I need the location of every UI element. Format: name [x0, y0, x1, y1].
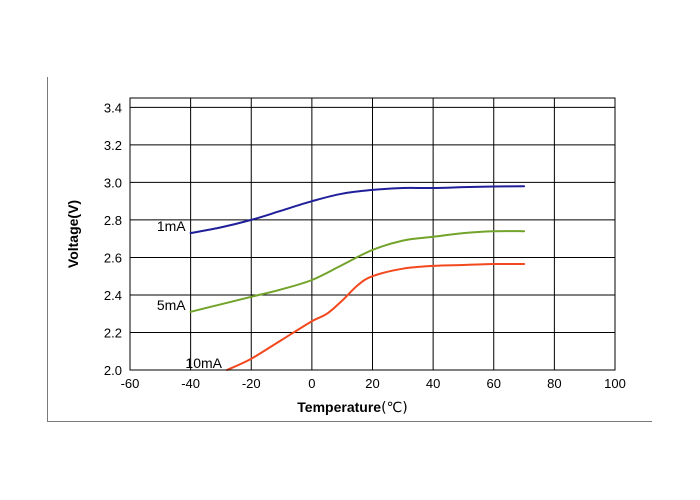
y-tick-label: 2.2	[104, 325, 122, 340]
x-tick-label: -60	[121, 376, 140, 391]
x-tick-label: 80	[547, 376, 561, 391]
series-label-5ma: 5mA	[157, 297, 186, 313]
x-tick-label: 40	[426, 376, 440, 391]
y-tick-label: 2.6	[104, 250, 122, 265]
y-tick-label: 2.8	[104, 213, 122, 228]
x-tick-label: -20	[242, 376, 261, 391]
y-tick-label: 2.0	[104, 363, 122, 378]
y-tick-label: 3.0	[104, 175, 122, 190]
series-label-1ma: 1mA	[157, 218, 186, 234]
plot-area-border	[129, 97, 616, 371]
series-line-5ma	[189, 230, 526, 313]
voltage-temperature-chart: -60 -40 -20 0 20 40 60 80 100 2.0 2.2 2.4 2.6 2.8 3.0 3…	[65, 97, 626, 416]
y-tick-label: 2.4	[104, 288, 122, 303]
x-axis-title-unit: (℃)	[381, 400, 408, 416]
y-tick-label: 3.4	[104, 100, 122, 115]
x-tick-label: 60	[487, 376, 501, 391]
series-labels: 1mA 5mA 10mA	[157, 218, 223, 371]
x-tick-label: 20	[365, 376, 379, 391]
x-tick-label: -40	[181, 376, 200, 391]
series-lines	[189, 185, 526, 371]
tick-labels: -60 -40 -20 0 20 40 60 80 100 2.0 2.2 2.4 2.6 2.8 3.0 3…	[104, 100, 626, 391]
series-line-10ma	[226, 262, 526, 371]
series-line-1ma	[189, 185, 526, 235]
series-label-10ma: 10mA	[185, 355, 222, 371]
chart-frame: -60 -40 -20 0 20 40 60 80 100 2.0 2.2 2.4 2.6 2.8 3.0 3…	[47, 77, 652, 422]
x-axis-title: Temperature(℃)	[297, 399, 407, 416]
x-tick-label: 0	[308, 376, 315, 391]
grid	[130, 98, 615, 370]
y-tick-label: 3.2	[104, 138, 122, 153]
y-axis-title: Voltage(V)	[65, 200, 81, 268]
x-axis-title-text: Temperature	[297, 399, 381, 415]
x-tick-label: 100	[604, 376, 626, 391]
